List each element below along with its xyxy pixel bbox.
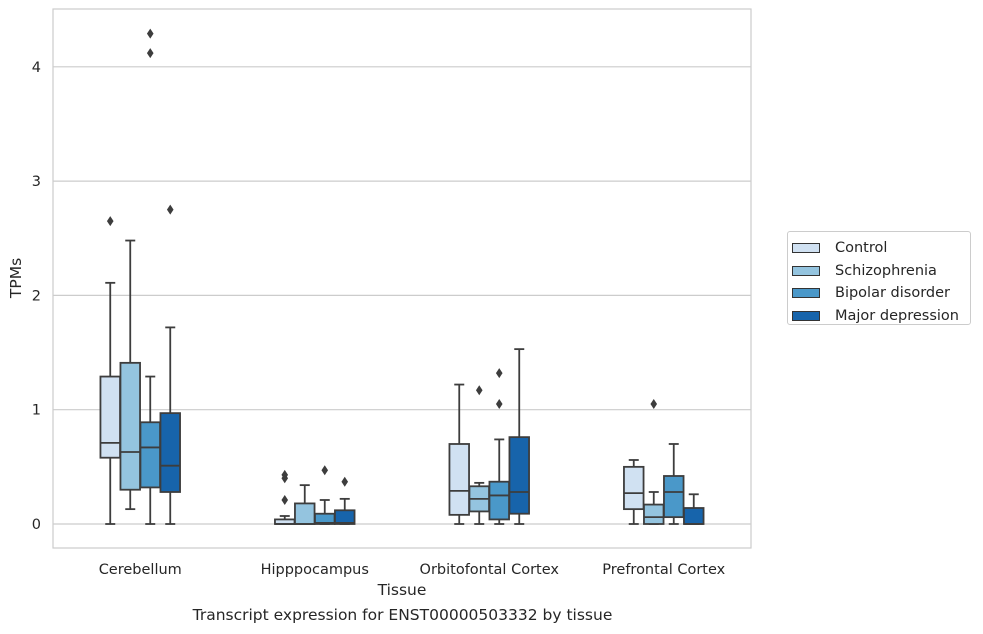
outlier-point [321,465,329,476]
outlier-point [650,398,658,409]
box-iqr [294,502,316,525]
legend-item: Control [792,237,970,260]
box [643,398,665,525]
legend-swatch [792,265,820,276]
outlier-point [106,216,114,227]
y-tick-labels: 0 1 2 3 4 [32,60,41,533]
box [274,469,296,525]
legend-label: Control [835,240,888,257]
outlier-point [495,368,503,379]
y-tick-label: 1 [32,403,41,419]
box-iqr [663,475,685,519]
x-tick-label: Hipppocampus [261,562,369,578]
legend: Control Schizophrenia Bipolar disorder Majo… [787,231,971,325]
box-iqr [488,480,510,521]
legend-item: Schizophrenia [792,260,970,283]
box [663,443,685,525]
legend-label: Major depression [835,307,959,324]
y-tick-label: 0 [32,517,41,533]
outlier-point [166,204,174,215]
outlier-point [146,28,154,39]
box-iqr [99,375,121,459]
box-iqr [119,361,141,491]
box [314,465,336,525]
outlier-point [495,398,503,409]
y-tick-label: 2 [32,288,41,304]
box [508,348,530,525]
legend-item: Major depression [792,305,970,328]
legend-item: Bipolar disorder [792,282,970,305]
box [488,368,510,525]
box-iqr [623,465,645,511]
x-tick-label: Prefrontal Cortex [602,562,725,578]
box-iqr [508,436,530,515]
x-tick-labels: Cerebellum Hipppocampus Orbitofontal Corte… [99,562,726,578]
box-iqr [139,421,161,489]
outlier-point [281,469,289,480]
legend-label: Schizophrenia [835,262,937,279]
y-axis-label: TPMs [7,258,25,299]
box [623,459,645,525]
outlier-point [146,48,154,59]
box-iqr [448,443,470,516]
legend-swatch [792,243,820,254]
outlier-point [475,385,483,396]
box [119,239,141,511]
outlier-point [341,476,349,487]
y-tick-label: 4 [32,60,41,76]
x-tick-label: Cerebellum [99,562,182,578]
legend-swatch [792,288,820,299]
box-iqr [159,412,181,493]
box [468,385,490,525]
box-plot-series [99,28,705,525]
x-axis-label: Tissue [377,581,427,599]
box [139,28,161,525]
box [448,383,470,525]
outlier-point [281,494,289,505]
legend-swatch [792,310,820,321]
box [294,484,316,525]
legend-label: Bipolar disorder [835,285,950,302]
box [159,204,181,525]
box-iqr [643,503,665,525]
box [683,493,705,525]
box [334,476,356,525]
figure-caption: Transcript expression for ENST0000050333… [192,606,613,624]
y-tick-label: 3 [32,174,41,190]
plot-area-frame [52,8,752,549]
box-iqr [334,509,356,525]
box [99,216,121,525]
x-tick-label: Orbitofontal Cortex [420,562,560,578]
box-iqr [683,507,705,525]
